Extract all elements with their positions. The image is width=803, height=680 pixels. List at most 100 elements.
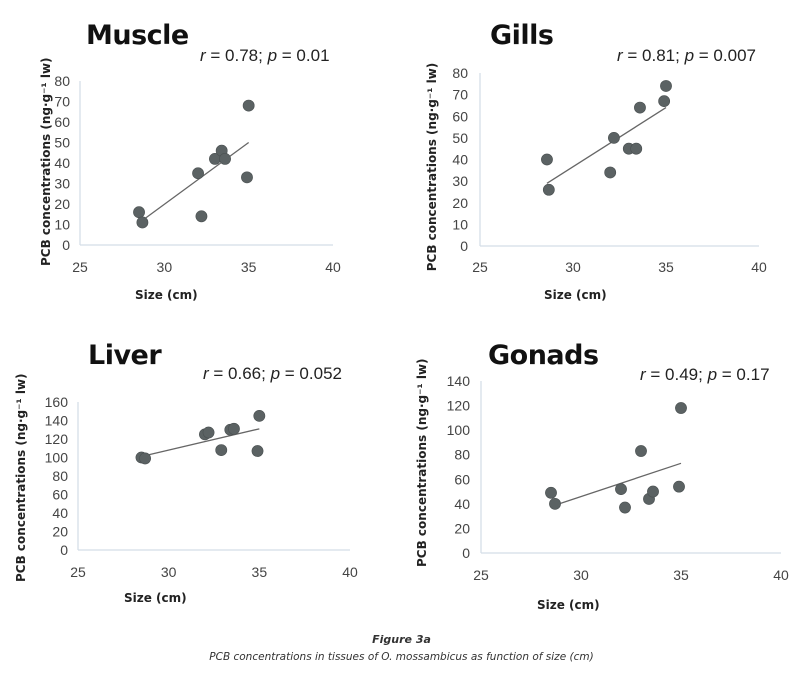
p-label: p <box>707 365 718 384</box>
p-value: = 0.052 <box>280 364 342 383</box>
y-tick-label: 80 <box>454 447 470 463</box>
y-tick-label: 0 <box>460 238 468 254</box>
y-tick-label: 80 <box>452 65 468 81</box>
x-tick-label: 40 <box>325 259 341 275</box>
data-point <box>192 167 204 180</box>
data-point <box>615 483 627 496</box>
data-point <box>673 480 685 493</box>
y-tick-label: 70 <box>452 87 468 103</box>
y-tick-label: 60 <box>454 471 470 487</box>
y-tick-label: 10 <box>452 216 468 232</box>
r-value: = 0.78; <box>205 46 268 65</box>
data-point <box>241 171 253 184</box>
x-tick-label: 35 <box>658 259 674 275</box>
y-tick-label: 40 <box>452 152 468 168</box>
data-point <box>542 183 555 196</box>
panel-title: Liver <box>88 340 162 371</box>
data-point <box>634 101 646 114</box>
figure-caption-title: Figure 3a <box>372 633 431 646</box>
p-value: = 0.007 <box>694 46 756 65</box>
y-tick-label: 60 <box>52 487 68 503</box>
x-tick-label: 35 <box>252 564 268 580</box>
data-point <box>541 153 553 166</box>
correlation-stat: r = 0.49; p = 0.17 <box>640 365 770 385</box>
y-tick-label: 0 <box>462 545 470 561</box>
data-point <box>619 501 631 514</box>
data-point <box>219 152 231 165</box>
data-point <box>139 452 151 465</box>
data-point <box>658 95 671 108</box>
trendline <box>142 141 250 221</box>
data-point <box>253 409 266 422</box>
x-tick-label: 35 <box>673 567 689 583</box>
y-tick-label: 30 <box>452 173 468 189</box>
r-value: = 0.66; <box>208 364 271 383</box>
x-tick-label: 30 <box>157 259 173 275</box>
y-tick-label: 50 <box>452 130 468 146</box>
y-tick-label: 20 <box>454 520 470 536</box>
panel-title: Muscle <box>86 20 189 51</box>
data-point <box>136 216 149 229</box>
data-point <box>630 142 643 155</box>
y-tick-label: 0 <box>62 237 70 253</box>
y-tick-label: 60 <box>54 114 70 130</box>
data-point <box>545 486 557 499</box>
correlation-stat: r = 0.81; p = 0.007 <box>617 46 756 66</box>
x-axis-label: Size (cm) <box>537 598 600 612</box>
y-tick-label: 30 <box>54 176 70 192</box>
y-tick-label: 20 <box>452 195 468 211</box>
x-tick-label: 25 <box>72 259 88 275</box>
x-tick-label: 40 <box>773 567 789 583</box>
data-point <box>242 99 255 112</box>
data-point <box>202 426 215 439</box>
x-tick-label: 30 <box>565 259 581 275</box>
x-tick-label: 40 <box>751 259 767 275</box>
y-tick-label: 80 <box>52 468 68 484</box>
y-tick-label: 140 <box>447 373 471 389</box>
x-tick-label: 35 <box>241 259 257 275</box>
correlation-stat: r = 0.66; p = 0.052 <box>203 364 342 384</box>
x-tick-label: 30 <box>161 564 177 580</box>
trendline <box>546 107 667 184</box>
r-label: r <box>617 46 623 65</box>
x-tick-label: 30 <box>573 567 589 583</box>
p-label: p <box>270 364 281 383</box>
data-point <box>635 445 647 457</box>
data-point <box>251 445 264 457</box>
p-value: = 0.01 <box>277 46 330 65</box>
panel-title: Gonads <box>488 340 599 371</box>
x-tick-label: 25 <box>473 567 489 583</box>
y-tick-label: 20 <box>54 196 70 212</box>
figure-caption-text: PCB concentrations in tissues of O. moss… <box>209 651 594 663</box>
r-value: = 0.81; <box>622 46 685 65</box>
data-point <box>608 131 620 144</box>
y-tick-label: 100 <box>447 422 471 438</box>
x-tick-label: 25 <box>70 564 86 580</box>
r-label: r <box>200 46 206 65</box>
r-value: = 0.49; <box>645 365 708 384</box>
y-tick-label: 120 <box>447 398 471 414</box>
scatter-plot-gonads: 0 20 40 60 80 100 120 140 25 30 35 40 <box>447 373 789 583</box>
scatter-plot-gills: 0 10 20 30 40 50 60 70 80 25 30 35 40 <box>452 65 767 275</box>
x-axis-label: Size (cm) <box>544 288 607 302</box>
p-label: p <box>267 46 278 65</box>
y-tick-label: 10 <box>54 217 70 233</box>
scatter-plot-liver: 0 20 40 60 80 100 120 140 160 25 30 35 40 <box>45 394 358 580</box>
y-tick-label: 20 <box>52 524 68 540</box>
y-tick-label: 140 <box>45 413 69 429</box>
r-label: r <box>203 364 209 383</box>
trendline <box>144 428 260 457</box>
p-value: = 0.17 <box>717 365 770 384</box>
panel-title: Gills <box>490 20 554 51</box>
data-point <box>604 166 617 179</box>
data-point <box>549 497 561 510</box>
y-tick-label: 40 <box>54 155 70 171</box>
p-label: p <box>684 46 695 65</box>
y-tick-label: 70 <box>54 94 70 110</box>
y-tick-label: 0 <box>60 542 68 558</box>
r-label: r <box>640 365 646 384</box>
y-tick-label: 40 <box>52 505 68 521</box>
data-point <box>647 485 659 498</box>
data-point <box>215 444 228 456</box>
correlation-stat: r = 0.78; p = 0.01 <box>200 46 330 66</box>
